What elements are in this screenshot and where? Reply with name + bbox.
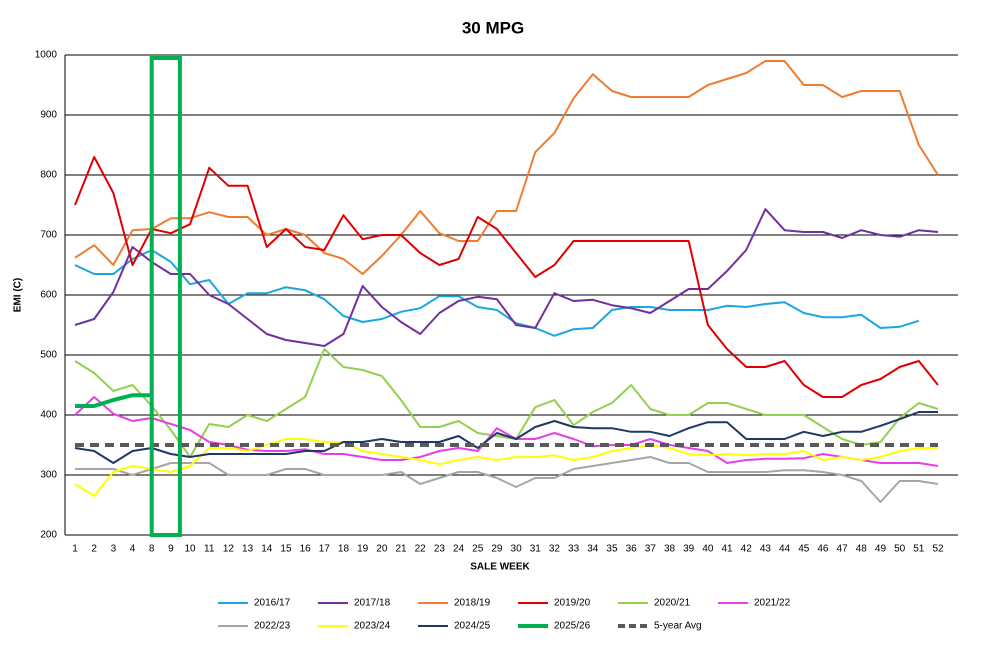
x-tick-label: 4 [130, 544, 136, 555]
series-line [74, 208, 939, 347]
y-tick-label: 400 [40, 410, 57, 421]
x-tick-label: 13 [242, 544, 254, 555]
x-tick-label: 24 [453, 544, 465, 555]
legend-label: 2021/22 [754, 598, 791, 609]
x-tick-label: 44 [779, 544, 791, 555]
x-tick-label: 15 [280, 544, 292, 555]
series-line [74, 60, 939, 275]
x-axis-label: SALE WEEK [470, 562, 530, 573]
x-tick-label: 18 [338, 544, 350, 555]
x-tick-label: 38 [664, 544, 676, 555]
series-line [74, 411, 938, 464]
x-tick-label: 3 [111, 544, 117, 555]
series-line [74, 438, 938, 497]
x-tick-label: 41 [721, 544, 733, 555]
x-tick-label: 25 [472, 544, 484, 555]
legend-label: 2020/21 [654, 598, 691, 609]
x-tick-label: 50 [894, 544, 906, 555]
x-tick-label: 1 [72, 544, 78, 555]
y-axis-label: EMI (C) [13, 278, 24, 312]
x-tick-label: 45 [798, 544, 810, 555]
x-tick-label: 48 [856, 544, 868, 555]
x-tick-label: 42 [741, 544, 753, 555]
x-tick-label: 40 [702, 544, 714, 555]
x-tick-label: 20 [376, 544, 388, 555]
x-tick-label: 29 [491, 544, 503, 555]
x-tick-label: 33 [568, 544, 580, 555]
x-tick-label: 46 [817, 544, 829, 555]
x-tick-label: 23 [434, 544, 446, 555]
x-tick-label: 8 [149, 544, 155, 555]
series-line [74, 249, 920, 337]
series-line [75, 393, 152, 408]
legend-label: 2025/26 [554, 621, 591, 632]
series-line [75, 456, 939, 503]
x-tick-label: 34 [587, 544, 599, 555]
y-tick-label: 300 [40, 470, 57, 481]
series-line [74, 348, 939, 458]
x-tick-label: 35 [606, 544, 618, 555]
x-tick-label: 49 [875, 544, 887, 555]
highlight-box [149, 56, 182, 537]
legend-label: 5-year Avg [654, 621, 702, 632]
x-tick-label: 22 [415, 544, 427, 555]
chart-title: 30 MPG [462, 18, 524, 37]
legend-label: 2016/17 [254, 598, 291, 609]
x-tick-label: 14 [261, 544, 273, 555]
x-tick-label: 10 [185, 544, 197, 555]
y-tick-label: 500 [40, 350, 57, 361]
y-tick-label: 1000 [35, 50, 58, 61]
y-tick-label: 200 [40, 530, 57, 541]
x-tick-label: 11 [204, 544, 215, 555]
legend-label: 2023/24 [354, 621, 391, 632]
x-tick-label: 31 [530, 544, 542, 555]
legend-label: 2017/18 [354, 598, 391, 609]
x-tick-label: 2 [91, 544, 97, 555]
y-tick-label: 800 [40, 170, 57, 181]
x-tick-label: 21 [395, 544, 407, 555]
x-tick-label: 9 [168, 544, 174, 555]
legend-label: 2019/20 [554, 598, 591, 609]
y-tick-label: 600 [40, 290, 57, 301]
y-tick-label: 900 [40, 110, 57, 121]
y-tick-label: 700 [40, 230, 57, 241]
x-tick-label: 19 [357, 544, 369, 555]
x-tick-label: 12 [223, 544, 235, 555]
x-tick-label: 43 [760, 544, 772, 555]
x-tick-label: 17 [319, 544, 331, 555]
x-tick-label: 52 [932, 544, 944, 555]
x-tick-label: 30 [511, 544, 523, 555]
x-tick-label: 36 [626, 544, 638, 555]
series-line [74, 156, 939, 398]
legend-label: 2024/25 [454, 621, 491, 632]
x-tick-label: 51 [913, 544, 925, 555]
legend-label: 2018/19 [454, 598, 491, 609]
x-tick-label: 16 [300, 544, 312, 555]
x-tick-label: 32 [549, 544, 561, 555]
legend-label: 2022/23 [254, 621, 291, 632]
x-tick-label: 47 [837, 544, 849, 555]
x-tick-label: 39 [683, 544, 695, 555]
x-tick-label: 37 [645, 544, 657, 555]
